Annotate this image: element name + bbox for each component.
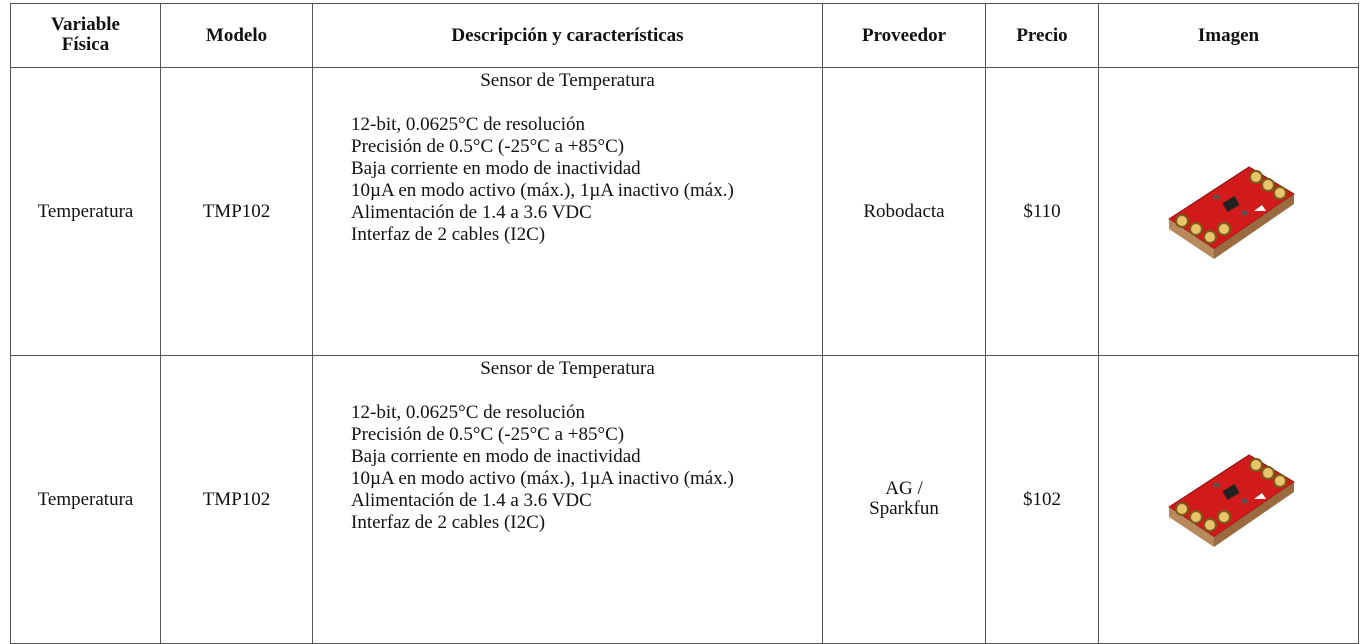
- description-line: Alimentación de 1.4 a 3.6 VDC: [351, 490, 592, 511]
- provider-cell: Robodacta: [822, 67, 986, 356]
- model-cell: TMP102: [160, 355, 313, 644]
- description-line: Baja corriente en modo de inactividad: [351, 158, 641, 179]
- description-line: 10µA en modo activo (máx.), 1µA inactivo…: [351, 468, 734, 489]
- table-body: Temperatura TMP102 Sensor de Temperatura 12…: [10, 67, 1359, 644]
- description-line: Interfaz de 2 cables (I2C): [351, 512, 546, 533]
- price-cell: $102: [985, 355, 1099, 644]
- header-cell: Imagen: [1098, 3, 1359, 68]
- description-line: Alimentación de 1.4 a 3.6 VDC: [351, 202, 592, 223]
- variable-cell: Temperatura: [10, 355, 161, 644]
- header-text: Imagen: [1197, 24, 1260, 46]
- provider-text: Robodacta: [863, 200, 945, 222]
- header-text: Precio: [1016, 24, 1068, 46]
- product-image: [1167, 165, 1295, 259]
- price-cell: $110: [985, 67, 1099, 356]
- description-cell: Sensor de Temperatura 12-bit, 0.0625°C de…: [312, 67, 823, 356]
- description-line: 12-bit, 0.0625°C de resolución: [351, 114, 585, 135]
- description-line: Precisión de 0.5°C (-25°C a +85°C): [351, 136, 625, 157]
- header-text: Descripción y características: [451, 24, 684, 46]
- header-text: Variable Física: [51, 14, 120, 55]
- description-line: Precisión de 0.5°C (-25°C a +85°C): [351, 424, 625, 445]
- provider-text: AG / Sparkfun: [869, 478, 939, 519]
- description-line: Interfaz de 2 cables (I2C): [351, 224, 546, 245]
- description-line: Baja corriente en modo de inactividad: [351, 446, 641, 467]
- model-cell: TMP102: [160, 67, 313, 356]
- header-cell: Modelo: [160, 3, 313, 68]
- product-image: [1167, 453, 1295, 547]
- header-cell: Variable Física: [10, 3, 161, 68]
- image-cell: [1098, 67, 1359, 356]
- description-line: 12-bit, 0.0625°C de resolución: [351, 402, 585, 423]
- description-line: 10µA en modo activo (máx.), 1µA inactivo…: [351, 180, 734, 201]
- data-row: Temperatura TMP102 Sensor de Temperatura 12…: [10, 355, 1359, 644]
- header-text: Modelo: [205, 24, 268, 46]
- variable-cell: Temperatura: [10, 67, 161, 356]
- header-cell: Proveedor: [822, 3, 986, 68]
- provider-cell: AG / Sparkfun: [822, 355, 986, 644]
- description-cell: Sensor de Temperatura 12-bit, 0.0625°C de…: [312, 355, 823, 644]
- description-title: Sensor de Temperatura: [480, 358, 655, 379]
- header-text: Proveedor: [861, 24, 947, 46]
- image-cell: [1098, 355, 1359, 644]
- header-cell: Descripción y características: [312, 3, 823, 68]
- description-title: Sensor de Temperatura: [480, 70, 655, 91]
- product-table: Variable Física Modelo Descripción y carac…: [10, 3, 1359, 644]
- data-row: Temperatura TMP102 Sensor de Temperatura 12…: [10, 67, 1359, 356]
- header-cell: Precio: [985, 3, 1099, 68]
- header-row: Variable Física Modelo Descripción y carac…: [10, 3, 1359, 68]
